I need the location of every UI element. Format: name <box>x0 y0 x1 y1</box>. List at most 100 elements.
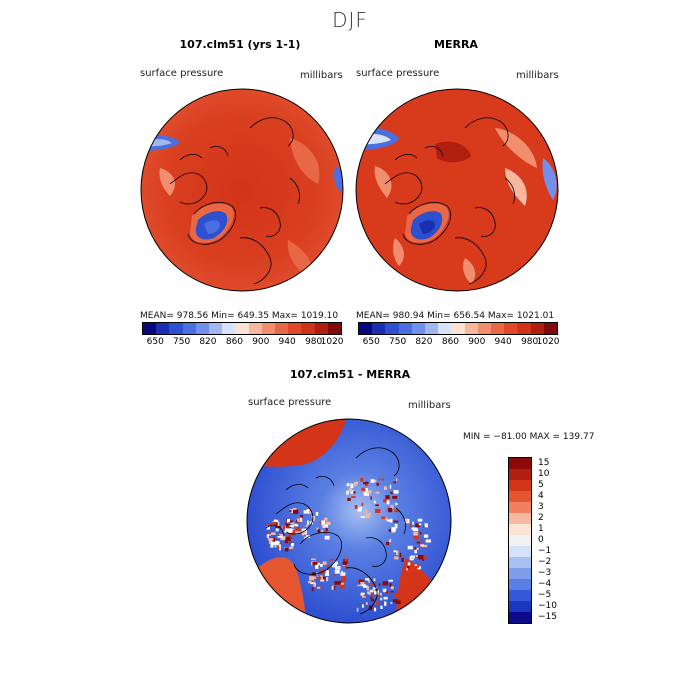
diff-speckle-cell <box>338 580 343 585</box>
diff-cbar-swatch <box>509 491 531 502</box>
diff-speckle-cell <box>370 479 375 483</box>
diff-speckle-cell <box>297 531 302 534</box>
diff-speckle-cell <box>413 535 419 540</box>
panel1-cbar-label: 940 <box>278 337 296 347</box>
diff-speckle-cell <box>278 542 281 548</box>
panel2-cbar-label: 750 <box>389 337 407 347</box>
diff-speckle-cell <box>390 602 393 604</box>
panel1-cbar-swatch <box>235 323 249 334</box>
panel2-siberian-high <box>435 141 471 163</box>
diff-speckle-cell <box>392 496 398 499</box>
panel2-cbar-label: 860 <box>441 337 460 347</box>
diff-speckle-cell <box>317 576 322 580</box>
diff-speckle-cell <box>290 520 293 523</box>
panel2-rockies <box>542 158 557 200</box>
panel1-cbar-swatch <box>301 323 315 334</box>
panel2-cbar-label: 650 <box>362 337 380 347</box>
diff-speckle-cell <box>401 557 404 562</box>
diff-speckle-cell <box>361 502 364 506</box>
diff-speckle-cell <box>423 534 429 538</box>
diff-speckle-cell <box>267 523 272 526</box>
diff-cbar-swatch <box>509 557 531 568</box>
diff-speckle-cell <box>321 529 323 533</box>
diff-speckle-cell <box>286 524 292 529</box>
diff-speckle-cell <box>275 525 281 528</box>
diff-speckle-cell <box>271 541 274 546</box>
diff-speckle-cell <box>279 546 281 551</box>
diff-speckle-cell <box>285 536 291 542</box>
panel2-polar-map <box>355 88 559 292</box>
panel1-cbar-swatch <box>261 323 276 334</box>
diff-speckle-cell <box>303 510 309 514</box>
diff-variable: surface pressure <box>248 397 332 408</box>
diff-speckle-cell <box>320 563 323 567</box>
diff-speckle-cell <box>393 490 399 494</box>
panel2-cbar-swatch <box>491 323 505 334</box>
diff-speckle-cell <box>378 478 381 481</box>
diff-speckle-cell <box>390 586 394 590</box>
diff-speckle-cell <box>362 604 364 608</box>
diff-speckle-cell <box>341 578 346 583</box>
diff-speckle-cell <box>382 581 388 586</box>
diff-speckle-cell <box>300 517 303 522</box>
diff-cbar-label: −5 <box>538 590 552 600</box>
panel1-cbar-label: 980 <box>305 337 323 347</box>
panel2-colorbar <box>358 322 558 335</box>
diff-speckle-cell <box>365 514 370 519</box>
panel2-map-boundary <box>355 88 559 292</box>
diff-speckle-cell <box>391 530 396 533</box>
diff-speckle-cell <box>374 590 379 595</box>
diff-speckle-cell <box>311 580 315 583</box>
panel1-cbar-label: 860 <box>225 337 244 347</box>
diff-cbar-swatch <box>509 513 531 524</box>
diff-speckle-cell <box>418 555 424 560</box>
diff-speckle-cell <box>286 520 289 523</box>
diff-speckle-cell <box>365 602 368 605</box>
diff-speckle-cell <box>321 525 324 528</box>
diff-speckle-cell <box>383 499 387 503</box>
diff-speckle-cell <box>324 535 330 540</box>
diff-speckle-cell <box>417 518 423 522</box>
diff-speckle-cell <box>310 581 316 585</box>
diff-speckle-cell <box>381 516 386 519</box>
diff-speckle-cell <box>284 528 289 531</box>
diff-speckle-cell <box>291 524 295 528</box>
diff-speckle-cell <box>330 558 334 561</box>
panel2-title: MERRA <box>434 38 478 51</box>
diff-speckle-cell <box>356 607 359 612</box>
diff-speckle-cell <box>272 521 277 525</box>
diff-cbar-label: 2 <box>538 513 544 523</box>
panel1-cbar-swatch <box>314 323 328 334</box>
diff-speckle-cell <box>312 516 316 521</box>
diff-speckle-cell <box>341 570 343 573</box>
diff-speckle-cell <box>365 578 370 581</box>
diff-speckle-cell <box>334 569 340 574</box>
diff-speckle-cell <box>350 490 354 494</box>
panel2-cbar-swatch <box>372 323 386 334</box>
diff-cbar-swatch <box>509 568 531 579</box>
diff-speckle-cell <box>417 564 419 568</box>
diff-speckle-cell <box>322 561 327 565</box>
diff-cbar-label: −1 <box>538 546 552 556</box>
diff-speckle-cell <box>315 512 319 516</box>
diff-speckle-cell <box>332 563 337 568</box>
diff-speckle-cell <box>307 520 310 525</box>
diff-speckle-cell <box>410 555 415 559</box>
diff-speckle-cell <box>266 534 271 536</box>
diff-speckle-cell <box>376 482 379 486</box>
panel2-cbar-swatch <box>530 323 544 334</box>
diff-speckle-cell <box>289 510 292 513</box>
diff-speckle-cell <box>372 587 377 591</box>
panel2-cbar-label: 1020 <box>536 337 560 347</box>
panel1-polar-map <box>140 88 344 292</box>
diff-cbar-label: 4 <box>538 491 544 501</box>
diff-speckle-cell <box>363 482 368 485</box>
panel2-cbar-swatch <box>398 323 412 334</box>
diff-speckle-cell <box>324 574 330 576</box>
diff-speckle-cell <box>365 488 369 493</box>
diff-speckle-cell <box>373 500 376 504</box>
diff-cbar-label: −3 <box>538 568 552 578</box>
diff-speckle-cell <box>271 532 276 535</box>
diff-speckle <box>266 478 431 612</box>
diff-speckle-cell <box>280 536 286 541</box>
